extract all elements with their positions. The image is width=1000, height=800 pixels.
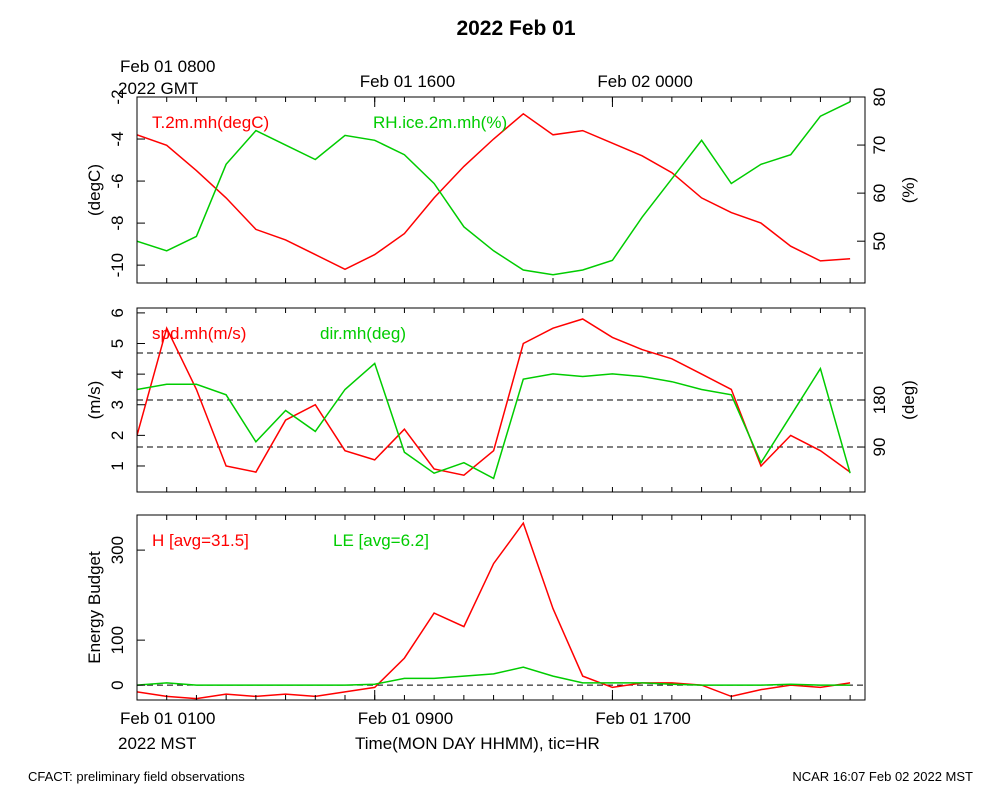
- x-tick-label: Feb 01 0900: [358, 709, 453, 728]
- series-label: T.2m.mh(degC): [152, 113, 269, 132]
- y-axis-label: (m/s): [85, 381, 104, 420]
- x2-tick-label: Feb 01 1600: [360, 72, 455, 91]
- y2-tick-label: 50: [870, 232, 889, 251]
- y-tick-label: 300: [108, 536, 127, 564]
- y2-tick-label: 180: [870, 386, 889, 414]
- series-label: H [avg=31.5]: [152, 531, 249, 550]
- x2-tick-label: Feb 02 0000: [597, 72, 692, 91]
- series-label: RH.ice.2m.mh(%): [373, 113, 507, 132]
- y-tick-label: 2: [108, 431, 127, 440]
- plot-frame: [136, 96, 866, 284]
- y2-tick-label: 90: [870, 438, 889, 457]
- plot-frame: [136, 514, 866, 701]
- footer-left: CFACT: preliminary field observations: [28, 769, 245, 784]
- series-label: spd.mh(m/s): [152, 324, 246, 343]
- series-line: [137, 666, 851, 686]
- y-tick-label: 0: [108, 680, 127, 689]
- y-tick-label: 6: [108, 308, 127, 317]
- y2-tick-label: 60: [870, 184, 889, 203]
- y-tick-label: -4: [108, 131, 127, 146]
- x-tick-label: Feb 01 0100: [120, 709, 215, 728]
- y-tick-label: 3: [108, 400, 127, 409]
- series-line: [137, 362, 851, 480]
- x-tick-label: Feb 01 1700: [595, 709, 690, 728]
- y2-tick-label: 80: [870, 88, 889, 107]
- x-sub-label: 2022 MST: [118, 734, 196, 753]
- y-tick-label: 4: [108, 369, 127, 378]
- y-tick-label: -8: [108, 216, 127, 231]
- y-tick-label: 100: [108, 626, 127, 654]
- chart-title: 2022 Feb 01: [456, 17, 575, 40]
- y-axis-label: (degC): [85, 164, 104, 216]
- series-line: [137, 112, 851, 271]
- series-line: [137, 318, 851, 477]
- series-line: [137, 101, 851, 276]
- y2-axis-label: (deg): [899, 380, 918, 420]
- y-tick-label: -6: [108, 174, 127, 189]
- y-tick-label: 1: [108, 461, 127, 470]
- series-label: dir.mh(deg): [320, 324, 406, 343]
- y-tick-label: -2: [108, 89, 127, 104]
- footer-right: NCAR 16:07 Feb 02 2022 MST: [792, 769, 973, 784]
- y2-tick-label: 70: [870, 136, 889, 155]
- series-label: LE [avg=6.2]: [333, 531, 429, 550]
- x2-tick-label: Feb 01 0800: [120, 57, 215, 76]
- y-tick-label: -10: [108, 253, 127, 278]
- y2-axis-label: (%): [899, 177, 918, 203]
- x-axis-label: Time(MON DAY HHMM), tic=HR: [355, 734, 600, 753]
- y-tick-label: 5: [108, 339, 127, 348]
- x2-sub-label: 2022 GMT: [118, 79, 198, 98]
- y-axis-label: Energy Budget: [85, 551, 104, 664]
